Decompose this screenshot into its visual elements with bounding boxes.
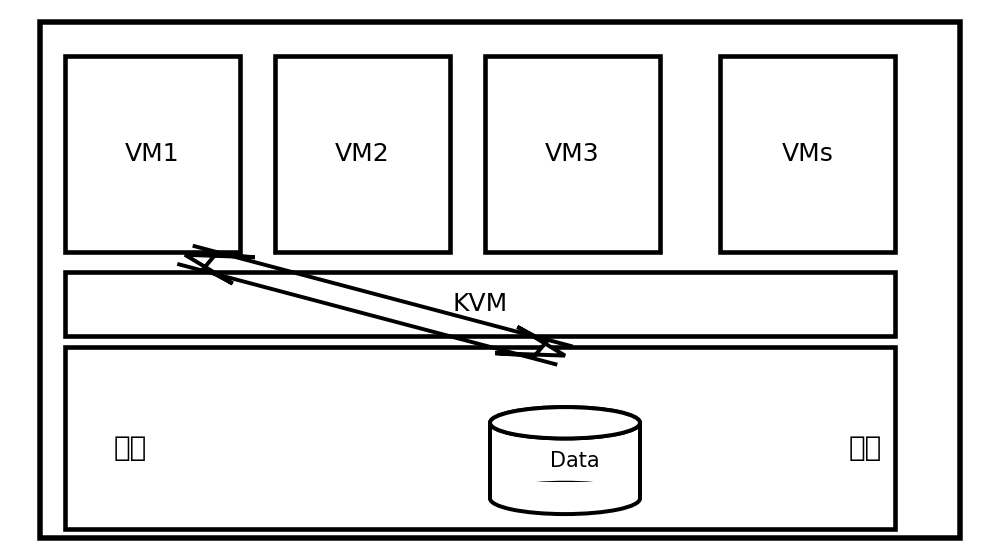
FancyBboxPatch shape: [487, 482, 643, 498]
FancyBboxPatch shape: [275, 56, 450, 252]
Ellipse shape: [490, 407, 640, 438]
Text: VM1: VM1: [125, 142, 180, 166]
FancyBboxPatch shape: [65, 56, 240, 252]
Polygon shape: [495, 327, 565, 356]
FancyBboxPatch shape: [65, 347, 895, 529]
FancyBboxPatch shape: [40, 22, 960, 538]
Text: VMs: VMs: [782, 142, 833, 166]
Text: KVM: KVM: [452, 292, 508, 316]
Polygon shape: [185, 254, 255, 283]
Text: Data: Data: [550, 451, 600, 470]
FancyBboxPatch shape: [485, 56, 660, 252]
Text: 硬盘: 硬盘: [113, 434, 147, 462]
Ellipse shape: [490, 407, 640, 438]
Ellipse shape: [490, 483, 640, 514]
Text: VM3: VM3: [545, 142, 600, 166]
FancyBboxPatch shape: [65, 272, 895, 336]
FancyBboxPatch shape: [720, 56, 895, 252]
Text: 内存: 内存: [848, 434, 882, 462]
Text: VM2: VM2: [335, 142, 390, 166]
